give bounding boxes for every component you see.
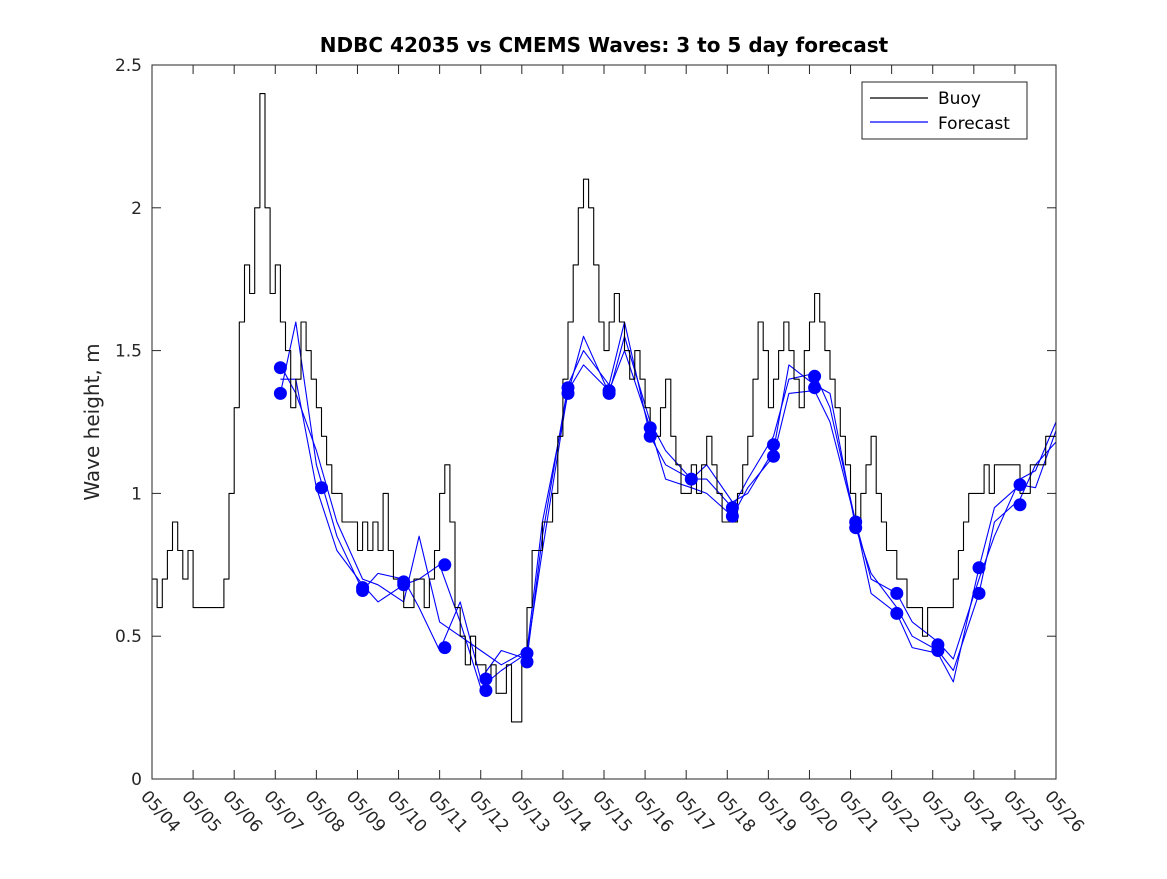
forecast-marker: [972, 561, 986, 575]
buoy-line: [152, 93, 1056, 723]
forecast-marker: [767, 438, 780, 452]
forecast-marker: [356, 584, 370, 597]
forecast-marker: [397, 578, 411, 592]
forecast-marker: [273, 361, 287, 375]
forecast-marker: [273, 386, 287, 400]
forecast-marker: [1013, 498, 1027, 512]
legend-buoy-label: Buoy: [938, 89, 981, 109]
forecast-marker: [684, 472, 698, 486]
forecast-marker: [643, 429, 657, 443]
legend-forecast-label: Forecast: [938, 114, 1010, 134]
forecast-marker: [602, 386, 616, 400]
forecast-marker: [890, 586, 904, 600]
forecast-marker: [725, 509, 739, 523]
chart-title: NDBC 42035 vs CMEMS Waves: 3 to 5 day fo…: [320, 33, 889, 57]
forecast-marker: [767, 449, 780, 463]
y-tick-label: 2: [131, 199, 142, 219]
y-tick-label: 2.5: [115, 56, 142, 76]
y-tick-label: 1: [131, 484, 142, 504]
plot-area: [152, 65, 1056, 779]
forecast-marker: [315, 481, 328, 495]
forecast-marker: [931, 644, 945, 657]
forecast-marker: [561, 386, 575, 400]
forecast-marker: [479, 684, 493, 697]
forecast-marker: [1013, 478, 1027, 492]
forecast-marker: [890, 606, 904, 620]
legend-box: [861, 81, 1028, 140]
forecast-marker: [972, 586, 986, 600]
y-tick-label: 0: [131, 770, 142, 790]
forecast-marker: [520, 655, 534, 669]
forecast-marker: [438, 558, 452, 572]
forecast-marker: [438, 641, 452, 655]
legend: Buoy Forecast: [861, 81, 1028, 140]
y-axis-label: Wave height, m: [80, 343, 104, 500]
forecast-marker: [808, 381, 822, 395]
y-tick-label: 1.5: [115, 342, 142, 362]
y-axis: 0 0.5 1 1.5 2 2.5: [115, 56, 1056, 790]
forecast-marker: [808, 369, 822, 383]
y-tick-label: 0.5: [115, 627, 142, 647]
forecast-marker: [479, 672, 493, 686]
forecast-marker: [849, 521, 863, 535]
marker-layer: [273, 361, 1027, 697]
